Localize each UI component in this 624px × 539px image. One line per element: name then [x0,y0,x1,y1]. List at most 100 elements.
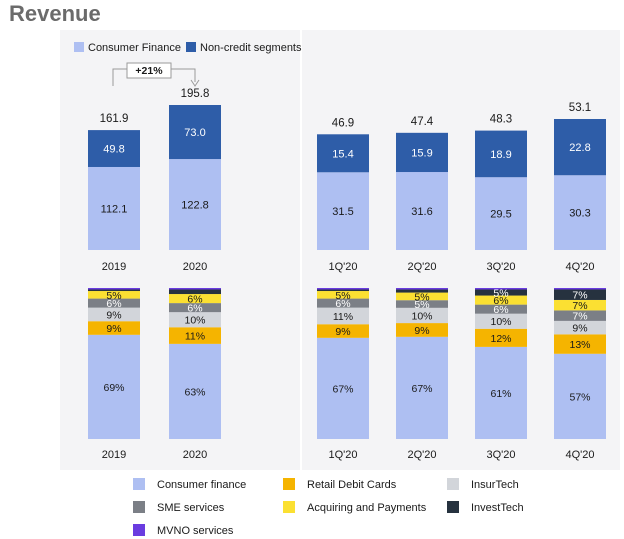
total-label-4q-20: 53.1 [569,102,591,114]
legend-label-insurtech: InsurTech [471,479,519,491]
bar-consumer-finance-4q-20 [554,353,606,439]
data-label-retail-debit-cards-2q-20: 9% [414,325,429,337]
data-label-consumer-finance-1q-20: 31.5 [332,206,353,218]
legend-label-investtech: InvestTech [471,502,524,514]
bar-retail-debit-cards-2019 [88,321,140,335]
data-label-sme-services-3q-20: 6% [493,304,508,316]
growth-label: +21% [135,65,163,77]
x-tick-label-mix-2020: 2020 [183,449,207,461]
bar-consumer-finance-2020 [169,159,221,250]
data-label-consumer-finance-2020: 63% [184,386,205,398]
bar-consumer-finance-2q-20 [396,336,448,439]
x-tick-label-2020: 2020 [183,261,207,273]
bar-consumer-finance-3q-20 [475,177,527,250]
bar-insurtech-4q-20 [554,320,606,335]
total-label-2020: 195.8 [181,88,210,100]
bar-investtech-2019 [88,289,140,292]
bar-investtech-4q-20 [554,289,606,300]
bar-acquiring-and-payments-2q-20 [396,292,448,301]
bar-consumer-finance-2q-20 [396,172,448,250]
data-label-sme-services-4q-20: 7% [572,311,587,323]
bar-insurtech-2019 [88,307,140,322]
legend-swatch-sme-services [133,501,145,513]
bar-consumer-finance-1q-20 [317,337,369,439]
data-label-sme-services-2020: 6% [187,303,202,315]
data-label-acquiring-and-payments-3q-20: 6% [493,295,508,307]
data-label-insurtech-2q-20: 10% [411,310,432,322]
data-label-acquiring-and-payments-4q-20: 7% [572,300,587,312]
bar-mvno-services-3q-20 [475,288,527,290]
legend-swatch-retail-debit-cards [283,478,295,490]
legend-swatch-acquiring-and-payments [283,501,295,513]
x-tick-label-mix-1q-20: 1Q'20 [328,449,357,461]
data-label-sme-services-2q-20: 5% [414,299,429,311]
bar-sme-services-2020 [169,303,221,313]
data-label-retail-debit-cards-3q-20: 12% [490,333,511,345]
data-label-consumer-finance-2019: 69% [103,382,124,394]
x-tick-label-mix-3q-20: 3Q'20 [486,449,515,461]
data-label-non-credit-segments-2019: 49.8 [103,144,124,156]
bar-retail-debit-cards-1q-20 [317,324,369,338]
bar-acquiring-and-payments-1q-20 [317,291,369,299]
total-label-2q-20: 47.4 [411,116,434,128]
growth-arrow-head [190,79,200,87]
data-label-insurtech-4q-20: 9% [572,323,587,335]
bar-retail-debit-cards-4q-20 [554,334,606,354]
x-tick-label-mix-2019: 2019 [102,449,126,461]
bar-non-credit-segments-2019 [88,130,140,167]
data-label-sme-services-2019: 6% [106,298,121,310]
legend-swatch-insurtech [447,478,459,490]
bar-non-credit-segments-2020 [169,105,221,160]
data-label-non-credit-segments-4q-20: 22.8 [569,142,590,154]
data-label-acquiring-and-payments-2019: 5% [106,290,121,302]
data-label-consumer-finance-2019: 112.1 [101,203,128,215]
legend-label-mvno-services: MVNO services [157,525,234,537]
legend-label-non-credit: Non-credit segments [200,42,302,54]
bar-mvno-services-4q-20 [554,288,606,290]
bar-acquiring-and-payments-2019 [88,291,140,299]
bar-sme-services-2q-20 [396,300,448,308]
growth-badge [126,62,172,79]
bar-sme-services-3q-20 [475,304,527,314]
bar-investtech-2020 [169,289,221,295]
data-label-consumer-finance-3q-20: 61% [490,388,511,400]
bar-retail-debit-cards-2q-20 [396,323,448,337]
data-label-sme-services-1q-20: 6% [335,298,350,310]
data-label-consumer-finance-1q-20: 67% [332,383,353,395]
bar-mvno-services-2020 [169,288,221,290]
data-label-non-credit-segments-3q-20: 18.9 [490,149,511,161]
legend-swatch-non-credit [186,42,196,52]
bar-insurtech-1q-20 [317,307,369,325]
bar-insurtech-3q-20 [475,313,527,329]
bar-consumer-finance-1q-20 [317,172,369,250]
data-label-investtech-4q-20: 7% [572,290,587,302]
data-label-consumer-finance-3q-20: 29.5 [490,209,511,221]
bar-consumer-finance-4q-20 [554,175,606,250]
total-label-1q-20: 46.9 [332,117,354,129]
bar-consumer-finance-2019 [88,334,140,439]
bar-non-credit-segments-3q-20 [475,130,527,178]
bar-acquiring-and-payments-3q-20 [475,295,527,305]
x-tick-label-4q-20: 4Q'20 [565,261,594,273]
data-label-consumer-finance-2020: 122.8 [181,200,209,212]
total-label-3q-20: 48.3 [490,114,512,126]
total-label-2019: 161.9 [100,113,129,125]
x-tick-label-3q-20: 3Q'20 [486,261,515,273]
bar-retail-debit-cards-2020 [169,327,221,344]
bar-acquiring-and-payments-2020 [169,294,221,304]
bar-mvno-services-2019 [88,288,140,290]
data-label-retail-debit-cards-2020: 11% [185,331,205,343]
data-label-consumer-finance-4q-20: 57% [569,391,590,403]
data-label-acquiring-and-payments-2020: 6% [187,294,202,306]
bar-mvno-services-1q-20 [317,288,369,290]
bar-consumer-finance-3q-20 [475,346,527,439]
data-label-insurtech-2019: 9% [106,309,121,321]
bar-investtech-3q-20 [475,289,527,296]
data-label-non-credit-segments-2q-20: 15.9 [411,147,432,159]
legend-label-consumer-finance: Consumer Finance [88,42,181,54]
data-label-retail-debit-cards-4q-20: 13% [569,339,590,351]
bar-non-credit-segments-2q-20 [396,132,448,173]
x-tick-label-mix-2q-20: 2Q'20 [407,449,436,461]
bar-investtech-1q-20 [317,289,369,292]
